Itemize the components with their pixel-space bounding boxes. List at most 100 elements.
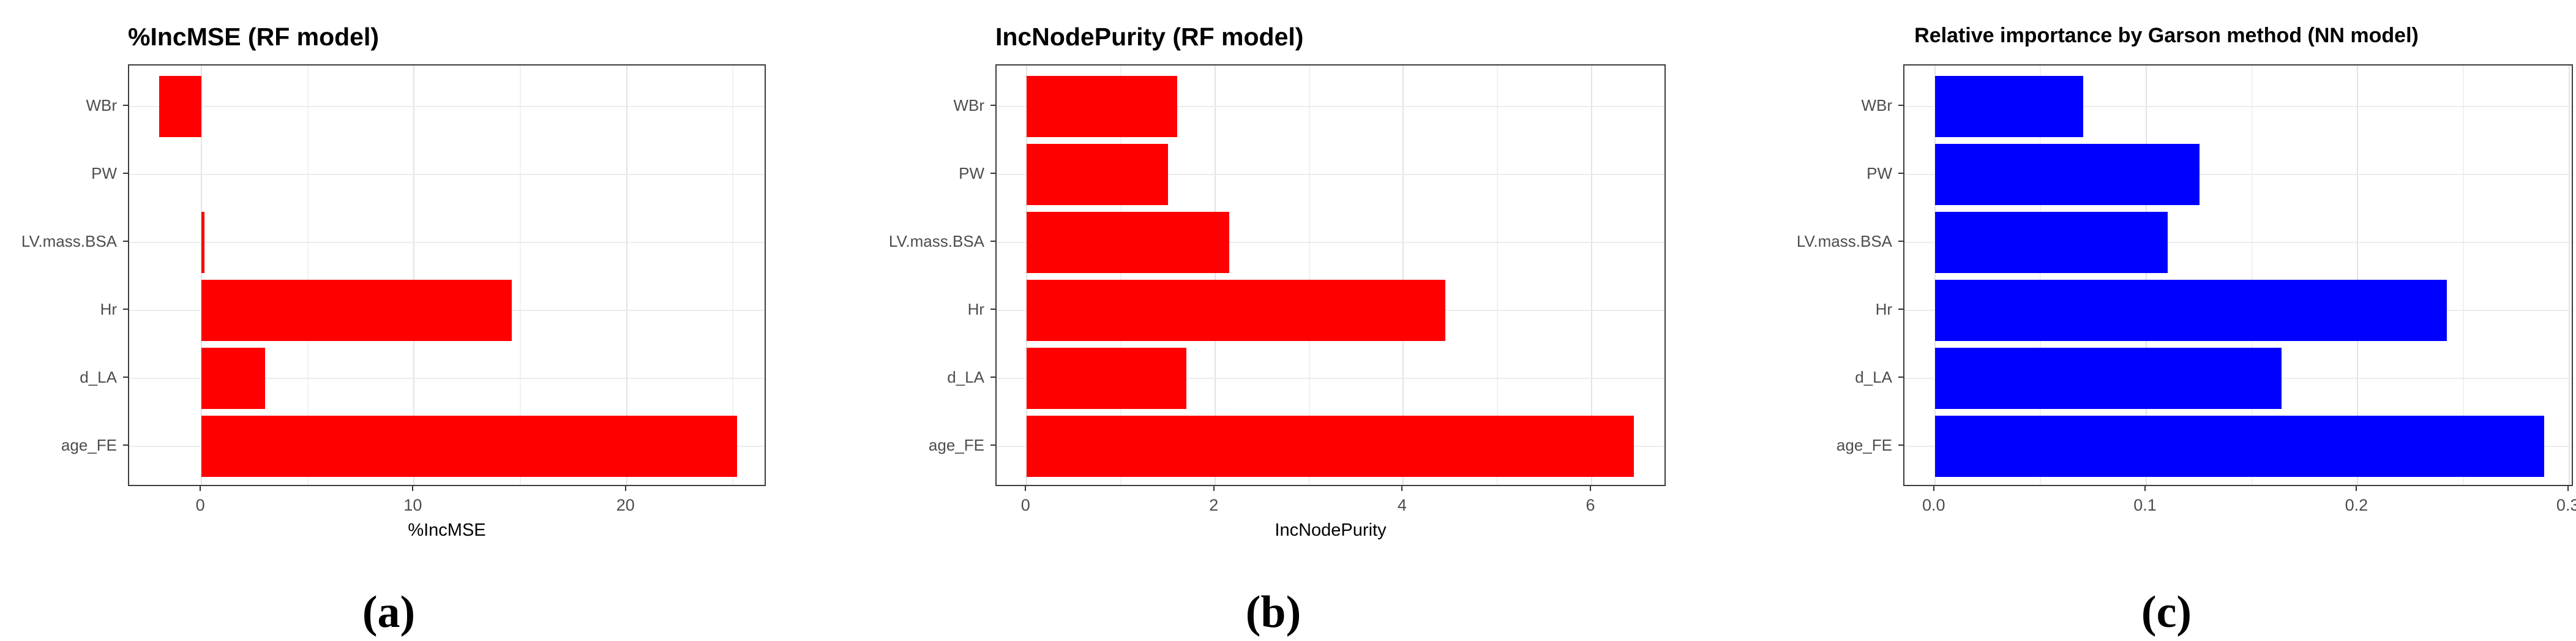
x-tick-4 xyxy=(1401,486,1403,491)
gridline-major xyxy=(1026,66,1028,485)
gridline-major xyxy=(1402,66,1404,485)
plot-panel-incnodepurity xyxy=(995,64,1666,486)
gridline-category xyxy=(1904,173,2572,175)
x-tick-label-0.3: 0.3 xyxy=(2556,496,2576,514)
y-label-d_LA: d_LA xyxy=(80,368,117,387)
x-tick-label-6: 6 xyxy=(1586,496,1595,514)
y-label-PW: PW xyxy=(1866,163,1892,182)
bar-LV.mass.BSA xyxy=(1027,212,1230,273)
y-label-age_FE: age_FE xyxy=(928,436,984,455)
bar-d_LA xyxy=(201,348,266,409)
x-tick-label-0.0: 0.0 xyxy=(1922,496,1945,514)
y-tick-LV.mass.BSA xyxy=(990,240,995,242)
gridline-category xyxy=(997,173,1664,175)
chart-title-incmse: %IncMSE (RF model) xyxy=(128,23,380,51)
x-tick-0 xyxy=(1025,486,1027,491)
bar-age_FE xyxy=(1027,416,1634,477)
gridline-major xyxy=(2357,66,2359,485)
y-tick-age_FE xyxy=(123,444,128,446)
y-tick-PW xyxy=(123,172,128,174)
subfigure-caption-b: (b) xyxy=(1245,587,1301,637)
gridline-major xyxy=(2146,66,2147,485)
y-label-LV.mass.BSA: LV.mass.BSA xyxy=(888,231,984,250)
gridline-category xyxy=(997,378,1664,380)
subfigure-caption-a: (a) xyxy=(362,587,416,637)
bar-PW xyxy=(1934,144,2200,205)
y-label-Hr: Hr xyxy=(1875,300,1892,319)
gridline-minor xyxy=(520,66,522,485)
x-tick-0.3 xyxy=(2567,486,2569,491)
x-tick-label-10: 10 xyxy=(403,496,422,514)
y-tick-Hr xyxy=(990,309,995,310)
bar-age_FE xyxy=(201,416,738,477)
bar-LV.mass.BSA xyxy=(1934,212,2168,273)
gridline-category xyxy=(129,241,765,243)
x-tick-0.2 xyxy=(2356,486,2357,491)
gridline-major xyxy=(1934,66,1936,485)
gridline-category xyxy=(997,105,1664,107)
bar-Hr xyxy=(1934,280,2447,341)
gridline-major xyxy=(413,66,415,485)
y-label-d_LA: d_LA xyxy=(1855,368,1892,387)
y-tick-PW xyxy=(990,172,995,174)
y-label-WBr: WBr xyxy=(953,96,984,114)
bar-PW xyxy=(1027,144,1169,205)
y-tick-age_FE xyxy=(1898,444,1903,446)
gridline-category xyxy=(1904,241,2572,243)
bar-Hr xyxy=(1027,280,1446,341)
x-tick-label-0.2: 0.2 xyxy=(2345,496,2368,514)
gridline-category xyxy=(129,105,765,107)
y-label-LV.mass.BSA: LV.mass.BSA xyxy=(1796,231,1892,250)
gridline-minor xyxy=(2463,66,2465,485)
y-tick-age_FE xyxy=(990,444,995,446)
y-label-WBr: WBr xyxy=(1861,96,1892,114)
x-tick-10 xyxy=(412,486,414,491)
y-label-LV.mass.BSA: LV.mass.BSA xyxy=(21,231,117,250)
y-tick-d_LA xyxy=(123,377,128,378)
gridline-major xyxy=(2568,66,2570,485)
x-tick-label-0.1: 0.1 xyxy=(2133,496,2157,514)
x-tick-2 xyxy=(1213,486,1215,491)
y-tick-WBr xyxy=(990,104,995,106)
gridline-major xyxy=(1590,66,1592,485)
y-tick-LV.mass.BSA xyxy=(123,240,128,242)
y-tick-d_LA xyxy=(1898,377,1903,378)
gridline-minor xyxy=(732,66,734,485)
y-label-PW: PW xyxy=(91,163,117,182)
x-tick-0.1 xyxy=(2144,486,2146,491)
bar-Hr xyxy=(201,280,512,341)
y-label-d_LA: d_LA xyxy=(947,368,984,387)
x-tick-label-0: 0 xyxy=(195,496,205,514)
gridline-category xyxy=(129,378,765,380)
gridline-minor xyxy=(1120,66,1121,485)
y-label-age_FE: age_FE xyxy=(61,436,117,455)
gridline-minor xyxy=(1308,66,1310,485)
y-tick-LV.mass.BSA xyxy=(1898,240,1903,242)
gridline-major xyxy=(626,66,627,485)
gridline-major xyxy=(1214,66,1216,485)
x-tick-label-0: 0 xyxy=(1020,496,1030,514)
y-label-Hr: Hr xyxy=(100,300,117,319)
subfigure-caption-c: (c) xyxy=(2141,587,2192,637)
plot-panel-garson xyxy=(1903,64,2573,486)
x-tick-label-4: 4 xyxy=(1397,496,1407,514)
bar-WBr xyxy=(1027,76,1178,137)
bar-LV.mass.BSA xyxy=(201,212,205,273)
gridline-minor xyxy=(1497,66,1499,485)
gridline-category xyxy=(1904,105,2572,107)
x-tick-20 xyxy=(624,486,626,491)
gridline-category xyxy=(997,241,1664,243)
y-label-Hr: Hr xyxy=(967,300,984,319)
x-tick-0.0 xyxy=(1933,486,1934,491)
chart-title-garson: Relative importance by Garson method (NN… xyxy=(1914,24,2419,47)
y-label-age_FE: age_FE xyxy=(1836,436,1892,455)
y-tick-Hr xyxy=(123,309,128,310)
y-tick-PW xyxy=(1898,172,1903,174)
y-tick-Hr xyxy=(1898,309,1903,310)
bar-WBr xyxy=(159,76,201,137)
y-label-WBr: WBr xyxy=(86,96,117,114)
